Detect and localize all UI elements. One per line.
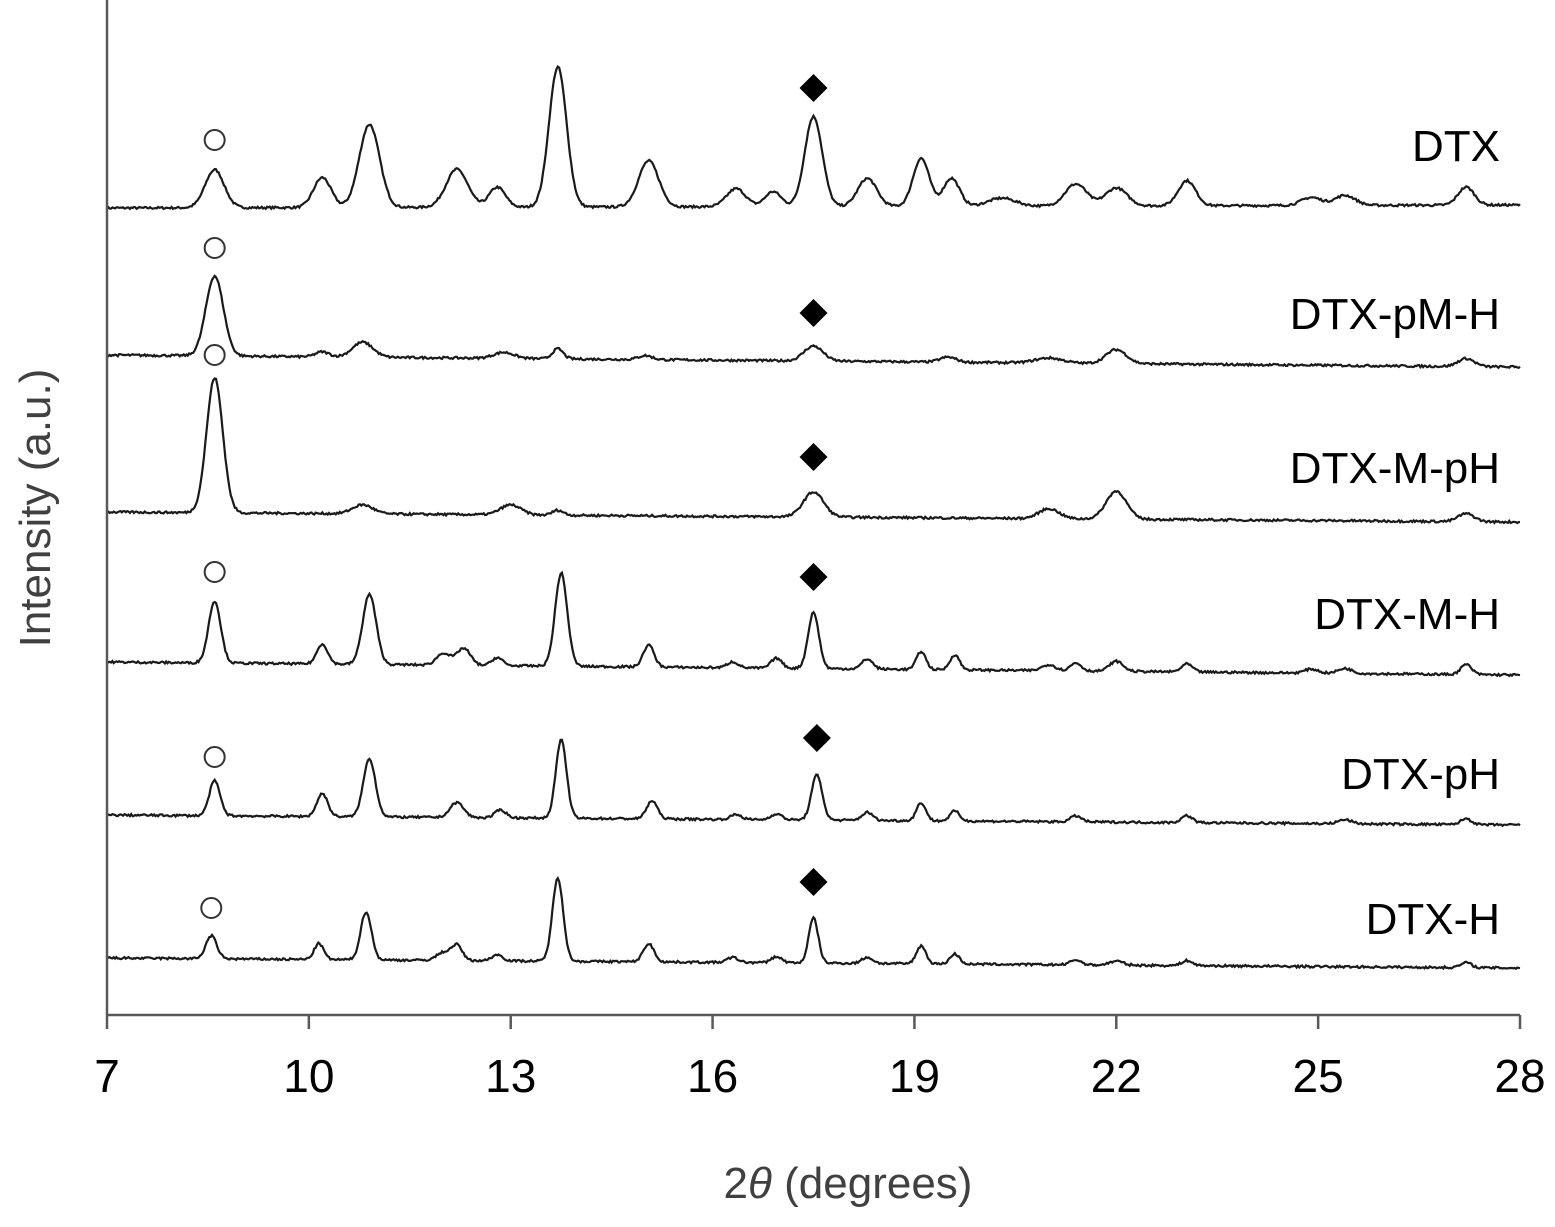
- series-label: DTX-M-H: [1314, 590, 1500, 639]
- circle-marker: [203, 561, 226, 583]
- series-label: DTX-H: [1366, 895, 1500, 944]
- circle-marker: [203, 746, 226, 768]
- x-axis-title-prefix: 2: [724, 1159, 748, 1208]
- x-tick-label: 13: [485, 1050, 536, 1102]
- x-axis-title: 2θ (degrees): [724, 1159, 973, 1208]
- series-trace-dtx-m-ph: [106, 377, 1521, 525]
- circle-marker: [203, 129, 226, 151]
- series-label: DTX-M-pH: [1290, 444, 1500, 493]
- x-tick-label: 19: [889, 1050, 940, 1102]
- x-ticks: 7 10 13 16 19 22 25 28: [94, 1015, 1546, 1102]
- diamond-marker: [799, 443, 828, 471]
- x-tick-label: 7: [94, 1050, 120, 1102]
- series-labels: DTX DTX-pM-H DTX-M-pH DTX-M-H DTX-pH DTX-H: [1290, 122, 1500, 944]
- circle-marker: [200, 897, 223, 919]
- diamond-marker: [799, 563, 828, 591]
- x-tick-label: 25: [1293, 1050, 1344, 1102]
- x-tick-label: 10: [283, 1050, 334, 1102]
- series-trace-dtx: [106, 64, 1521, 211]
- x-axis-title-suffix: (degrees): [772, 1159, 973, 1208]
- series-label: DTX-pH: [1341, 750, 1500, 799]
- diamond-marker: [802, 724, 831, 752]
- y-axis-title: Intensity (a.u.): [11, 369, 60, 648]
- series-label: DTX-pM-H: [1290, 290, 1500, 339]
- diamond-marker: [799, 868, 828, 896]
- x-axis-title-symbol: θ: [748, 1159, 772, 1208]
- series-trace-dtx-m-h: [106, 570, 1521, 678]
- peak-markers: [200, 74, 831, 919]
- circle-marker: [203, 344, 226, 366]
- diamond-marker: [799, 299, 828, 327]
- series-label: DTX: [1412, 122, 1500, 171]
- circle-marker: [203, 237, 226, 259]
- series-trace-dtx-h: [106, 875, 1521, 971]
- x-tick-label: 16: [687, 1050, 738, 1102]
- diamond-marker: [799, 74, 828, 102]
- x-tick-label: 28: [1494, 1050, 1545, 1102]
- series-trace-dtx-ph: [106, 738, 1521, 828]
- traces: [106, 64, 1521, 971]
- series-trace-dtx-pm-h: [106, 274, 1521, 370]
- x-tick-label: 22: [1091, 1050, 1142, 1102]
